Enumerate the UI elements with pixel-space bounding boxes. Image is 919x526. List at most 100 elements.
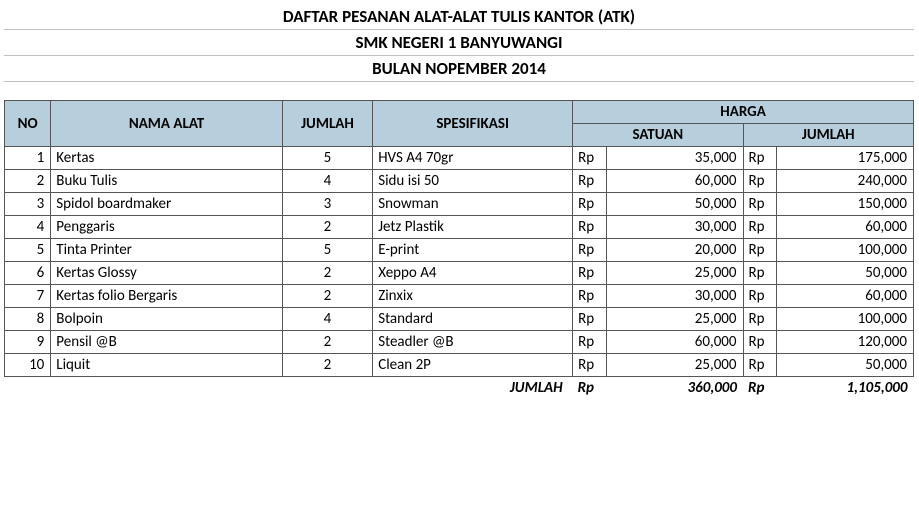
cell-rp1: Rp (573, 262, 607, 285)
cell-satuan: 60,000 (606, 170, 743, 193)
col-satuan: SATUAN (573, 124, 743, 147)
cell-nama: Tinta Printer (51, 239, 282, 262)
footer-total: 1,105,000 (777, 377, 914, 400)
cell-jumlah: 4 (282, 170, 372, 193)
cell-rp2: Rp (743, 147, 777, 170)
cell-nama: Kertas folio Bergaris (51, 285, 282, 308)
cell-spes: Steadler @B (373, 331, 573, 354)
cell-satuan: 60,000 (606, 331, 743, 354)
cell-nama: Bolpoin (51, 308, 282, 331)
cell-spes: Clean 2P (373, 354, 573, 377)
cell-rp1: Rp (573, 170, 607, 193)
cell-jumlah: 2 (282, 262, 372, 285)
table-row: 5Tinta Printer5E-printRp20,000Rp100,000 (5, 239, 914, 262)
cell-rp2: Rp (743, 170, 777, 193)
cell-total: 100,000 (777, 239, 914, 262)
cell-total: 50,000 (777, 262, 914, 285)
col-jumlah: JUMLAH (282, 101, 372, 147)
cell-rp1: Rp (573, 216, 607, 239)
cell-total: 240,000 (777, 170, 914, 193)
cell-rp2: Rp (743, 354, 777, 377)
footer-label: JUMLAH (5, 377, 573, 400)
cell-rp2: Rp (743, 239, 777, 262)
cell-spes: Snowman (373, 193, 573, 216)
cell-total: 175,000 (777, 147, 914, 170)
cell-spes: Zinxix (373, 285, 573, 308)
table-row: 7Kertas folio Bergaris2ZinxixRp30,000Rp6… (5, 285, 914, 308)
col-nama: NAMA ALAT (51, 101, 282, 147)
cell-rp2: Rp (743, 308, 777, 331)
cell-jumlah: 2 (282, 331, 372, 354)
cell-total: 120,000 (777, 331, 914, 354)
table-row: 10Liquit2Clean 2PRp25,000Rp50,000 (5, 354, 914, 377)
order-table: NO NAMA ALAT JUMLAH SPESIFIKASI HARGA SA… (4, 100, 914, 399)
cell-spes: Standard (373, 308, 573, 331)
cell-total: 60,000 (777, 216, 914, 239)
cell-jumlah: 5 (282, 239, 372, 262)
title-line-1: DAFTAR PESANAN ALAT-ALAT TULIS KANTOR (A… (4, 4, 914, 30)
cell-jumlah: 3 (282, 193, 372, 216)
cell-nama: Kertas (51, 147, 282, 170)
cell-no: 7 (5, 285, 51, 308)
cell-no: 3 (5, 193, 51, 216)
cell-total: 100,000 (777, 308, 914, 331)
cell-total: 50,000 (777, 354, 914, 377)
cell-rp1: Rp (573, 285, 607, 308)
cell-rp1: Rp (573, 308, 607, 331)
cell-nama: Buku Tulis (51, 170, 282, 193)
cell-jumlah: 2 (282, 285, 372, 308)
cell-no: 5 (5, 239, 51, 262)
cell-total: 60,000 (777, 285, 914, 308)
cell-satuan: 20,000 (606, 239, 743, 262)
cell-rp1: Rp (573, 331, 607, 354)
cell-spes: HVS A4 70gr (373, 147, 573, 170)
cell-spes: Jetz Plastik (373, 216, 573, 239)
cell-no: 8 (5, 308, 51, 331)
cell-jumlah: 5 (282, 147, 372, 170)
cell-no: 10 (5, 354, 51, 377)
cell-rp2: Rp (743, 285, 777, 308)
cell-nama: Kertas Glossy (51, 262, 282, 285)
cell-jumlah: 2 (282, 216, 372, 239)
table-row: 8Bolpoin4StandardRp25,000Rp100,000 (5, 308, 914, 331)
cell-satuan: 35,000 (606, 147, 743, 170)
cell-satuan: 30,000 (606, 216, 743, 239)
table-row: 1Kertas5HVS A4 70grRp35,000Rp175,000 (5, 147, 914, 170)
cell-rp1: Rp (573, 239, 607, 262)
table-row: 3Spidol boardmaker3SnowmanRp50,000Rp150,… (5, 193, 914, 216)
cell-satuan: 25,000 (606, 354, 743, 377)
col-harga: HARGA (573, 101, 914, 124)
cell-jumlah: 4 (282, 308, 372, 331)
cell-nama: Liquit (51, 354, 282, 377)
cell-rp1: Rp (573, 147, 607, 170)
footer-rp2: Rp (743, 377, 777, 400)
cell-rp2: Rp (743, 262, 777, 285)
cell-satuan: 25,000 (606, 308, 743, 331)
col-spesifikasi: SPESIFIKASI (373, 101, 573, 147)
cell-no: 4 (5, 216, 51, 239)
title-line-2: SMK NEGERI 1 BANYUWANGI (4, 30, 914, 56)
cell-spes: Xeppo A4 (373, 262, 573, 285)
cell-rp2: Rp (743, 331, 777, 354)
cell-nama: Penggaris (51, 216, 282, 239)
table-row: 4Penggaris2Jetz PlastikRp30,000Rp60,000 (5, 216, 914, 239)
footer-satuan: 360,000 (606, 377, 743, 400)
cell-no: 2 (5, 170, 51, 193)
cell-satuan: 25,000 (606, 262, 743, 285)
cell-jumlah: 2 (282, 354, 372, 377)
cell-rp2: Rp (743, 193, 777, 216)
cell-nama: Pensil @B (51, 331, 282, 354)
cell-satuan: 50,000 (606, 193, 743, 216)
cell-satuan: 30,000 (606, 285, 743, 308)
cell-spes: E-print (373, 239, 573, 262)
cell-total: 150,000 (777, 193, 914, 216)
footer-rp1: Rp (573, 377, 607, 400)
cell-rp2: Rp (743, 216, 777, 239)
table-row: 6Kertas Glossy2Xeppo A4Rp25,000Rp50,000 (5, 262, 914, 285)
cell-rp1: Rp (573, 354, 607, 377)
cell-nama: Spidol boardmaker (51, 193, 282, 216)
cell-no: 9 (5, 331, 51, 354)
table-row: 9Pensil @B2Steadler @BRp60,000Rp120,000 (5, 331, 914, 354)
cell-no: 1 (5, 147, 51, 170)
cell-no: 6 (5, 262, 51, 285)
